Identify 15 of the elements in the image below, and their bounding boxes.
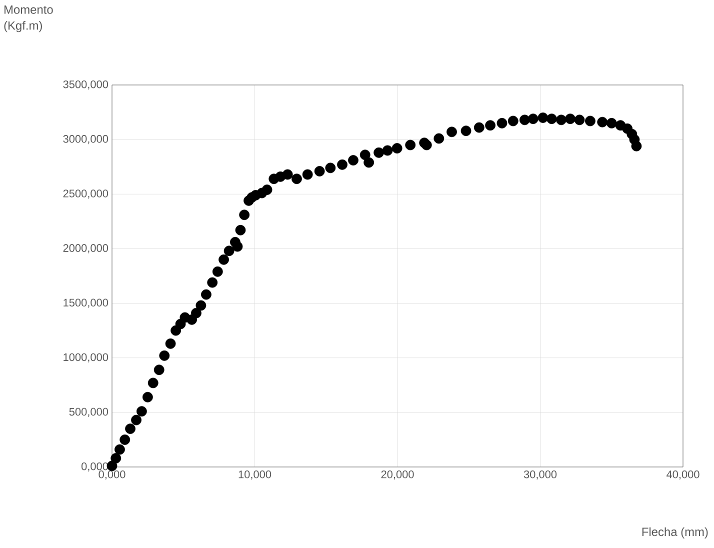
- y-tick-label: 3500,000: [63, 80, 108, 90]
- y-tick-label: 1000,000: [64, 353, 108, 362]
- x-tick-label: 30,000: [524, 470, 557, 480]
- y-tick-label: 2500,000: [63, 190, 108, 199]
- y-tick-label: 500,000: [69, 408, 108, 417]
- x-axis-title: Flecha (mm): [642, 527, 708, 538]
- x-tick-label: 10,000: [238, 470, 272, 480]
- x-tick-label: 20,000: [381, 470, 414, 480]
- y-axis-title: Momento (Kgf.m): [4, 6, 53, 32]
- x-tick-label: 40,000: [666, 470, 700, 480]
- y-tick-label: 1500,000: [64, 298, 108, 308]
- y-tick-label: 0,000: [81, 462, 108, 472]
- x-tick-label: 0,000: [98, 470, 126, 480]
- y-tick-label: 2000,000: [63, 244, 108, 254]
- y-tick-label: 3000,000: [63, 135, 108, 144]
